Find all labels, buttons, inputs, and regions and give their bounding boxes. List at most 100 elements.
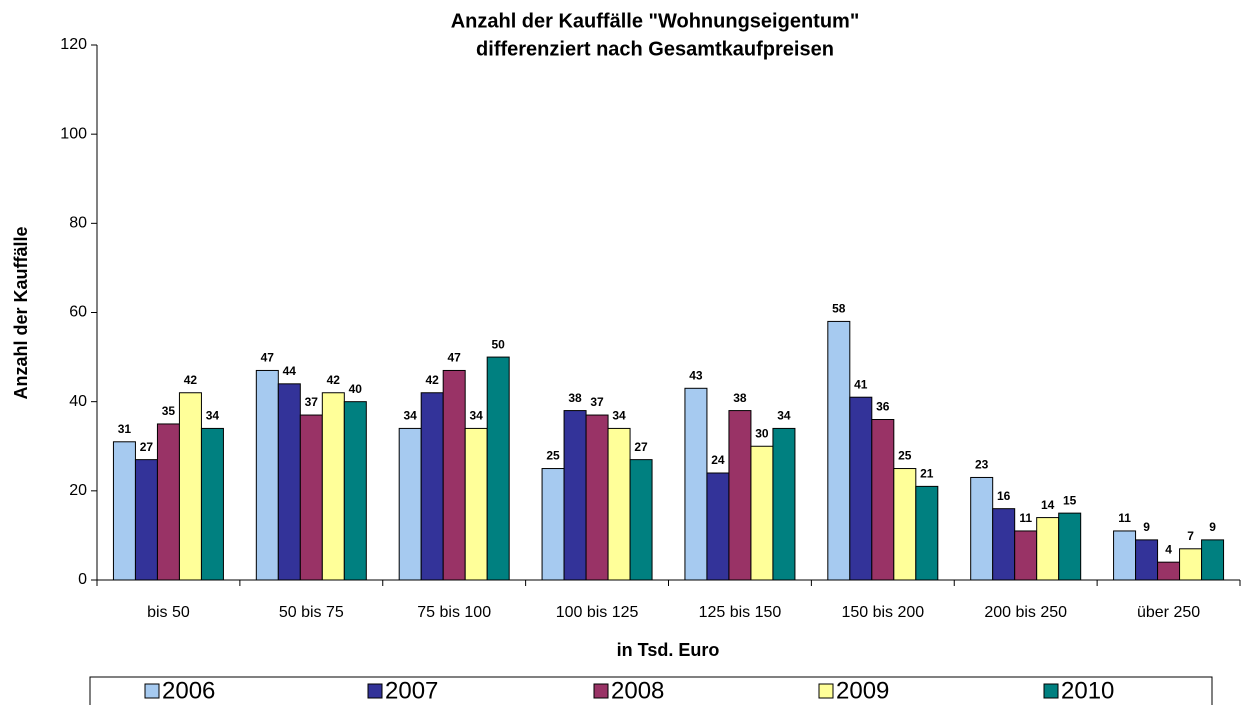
bar — [915, 485, 939, 581]
bar — [970, 476, 994, 581]
data-label: 42 — [426, 373, 440, 387]
bar — [486, 356, 510, 581]
legend-swatch — [367, 683, 383, 699]
bar — [1036, 517, 1060, 581]
data-label: 38 — [733, 391, 747, 405]
bar — [464, 427, 488, 581]
x-tick-label: 100 bis 125 — [556, 604, 639, 621]
y-axis-label: Anzahl der Kauffälle — [11, 226, 31, 399]
data-label: 31 — [118, 422, 132, 436]
bar — [772, 427, 796, 581]
bar — [299, 414, 323, 581]
chart-subtitle: differenziert nach Gesamtkaufpreisen — [476, 38, 834, 60]
bar — [992, 508, 1016, 581]
data-label: 35 — [162, 404, 176, 418]
x-tick-label: 75 bis 100 — [417, 604, 491, 621]
y-tick-label: 120 — [60, 36, 87, 53]
data-label: 37 — [590, 395, 604, 409]
data-label: 16 — [997, 489, 1011, 503]
data-label: 34 — [612, 409, 626, 423]
data-label: 36 — [876, 400, 890, 414]
bar — [607, 427, 631, 581]
bar — [1058, 512, 1082, 581]
legend-swatch — [818, 683, 834, 699]
data-label: 9 — [1143, 520, 1150, 534]
data-label: 30 — [755, 426, 769, 440]
data-label: 11 — [1019, 511, 1032, 525]
bar — [585, 414, 609, 581]
x-tick-label: über 250 — [1137, 604, 1200, 621]
bar — [420, 392, 444, 581]
y-tick-label: 80 — [69, 215, 87, 232]
data-label: 42 — [184, 373, 198, 387]
data-label: 37 — [305, 395, 319, 409]
legend-swatch — [144, 683, 160, 699]
bar — [563, 410, 587, 581]
bar — [1014, 530, 1038, 581]
x-tick-label: bis 50 — [147, 604, 190, 621]
bar — [1113, 530, 1137, 581]
bar — [255, 369, 279, 581]
data-label: 23 — [975, 458, 989, 472]
legend-swatch — [593, 683, 609, 699]
legend-label: 2010 — [1061, 677, 1114, 704]
data-label: 14 — [1041, 498, 1055, 512]
legend-label: 2008 — [611, 677, 664, 704]
bar — [684, 387, 708, 581]
data-label: 50 — [492, 337, 506, 351]
bar — [398, 427, 422, 581]
bar — [849, 396, 873, 581]
x-tick-label: 125 bis 150 — [699, 604, 782, 621]
data-label: 21 — [920, 467, 934, 481]
bar — [178, 392, 202, 581]
bar — [1201, 539, 1225, 581]
x-tick-label: 200 bis 250 — [984, 604, 1067, 621]
y-tick-label: 100 — [60, 125, 87, 142]
bar — [343, 401, 367, 581]
y-tick-label: 20 — [69, 482, 87, 499]
legend-label: 2007 — [385, 677, 438, 704]
data-label: 34 — [206, 409, 220, 423]
bar — [112, 441, 136, 581]
data-label: 15 — [1063, 493, 1077, 507]
bar — [871, 419, 895, 581]
data-label: 41 — [854, 377, 868, 391]
data-label: 7 — [1187, 529, 1194, 543]
x-axis-label: in Tsd. Euro — [617, 640, 720, 660]
data-label: 34 — [404, 409, 418, 423]
bar — [750, 445, 774, 581]
bar — [541, 468, 565, 581]
bar — [442, 369, 466, 581]
bar — [728, 410, 752, 581]
data-label: 34 — [777, 409, 791, 423]
bar — [893, 468, 917, 581]
legend-swatch — [1043, 683, 1059, 699]
bar — [706, 472, 730, 581]
bar — [629, 459, 653, 581]
y-tick-label: 60 — [69, 304, 87, 321]
y-tick-label: 40 — [69, 393, 87, 410]
bar — [321, 392, 345, 581]
data-label: 43 — [689, 368, 703, 382]
data-label: 40 — [349, 382, 363, 396]
bar — [1179, 548, 1203, 581]
bar — [1135, 539, 1159, 581]
data-label: 25 — [546, 449, 560, 463]
data-label: 11 — [1118, 511, 1131, 525]
x-tick-label: 50 bis 75 — [279, 604, 344, 621]
data-label: 47 — [261, 351, 275, 365]
bar — [277, 383, 301, 581]
data-label: 24 — [711, 453, 725, 467]
data-label: 38 — [568, 391, 582, 405]
legend-label: 2009 — [836, 677, 889, 704]
x-tick-label: 150 bis 200 — [841, 604, 924, 621]
bar — [134, 459, 158, 581]
bar — [156, 423, 180, 581]
legend-box — [89, 676, 1213, 705]
data-label: 9 — [1209, 520, 1216, 534]
y-tick-label: 0 — [78, 571, 87, 588]
data-label: 44 — [283, 364, 297, 378]
data-label: 34 — [470, 409, 484, 423]
chart-title: Anzahl der Kauffälle "Wohnungseigentum" — [451, 10, 860, 32]
bar — [1157, 561, 1181, 581]
